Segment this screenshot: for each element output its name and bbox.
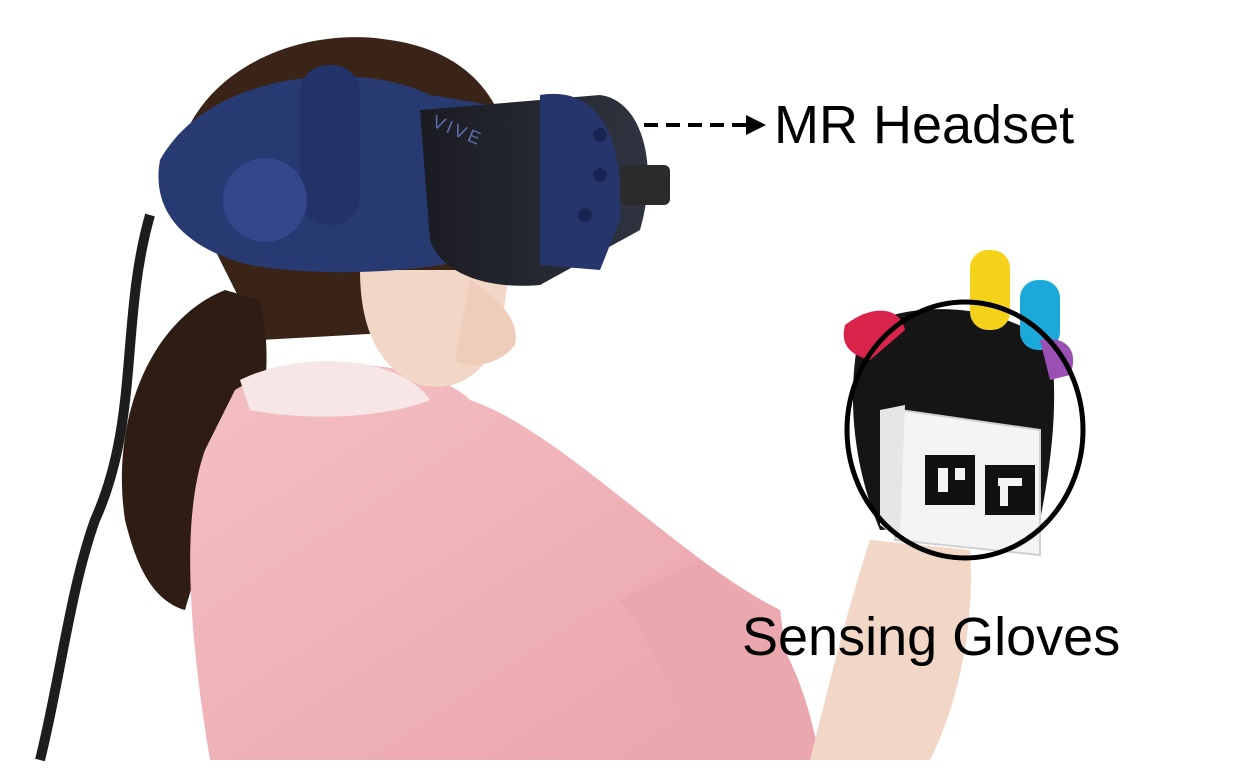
dashed-arrow-right-icon	[644, 115, 766, 135]
circle-outline-icon	[844, 299, 1086, 561]
svg-text:VIVE: VIVE	[430, 111, 487, 149]
gloves-label: Sensing Gloves	[742, 607, 1121, 667]
hoodie	[190, 361, 820, 760]
headset-label: MR Headset	[774, 95, 1075, 155]
sensing-glove	[843, 250, 1074, 557]
mr-headset	[158, 65, 670, 286]
face	[360, 270, 516, 387]
headset-cable	[35, 213, 155, 762]
headset-brand-text: VIVE	[430, 111, 487, 149]
forearm	[810, 540, 971, 760]
